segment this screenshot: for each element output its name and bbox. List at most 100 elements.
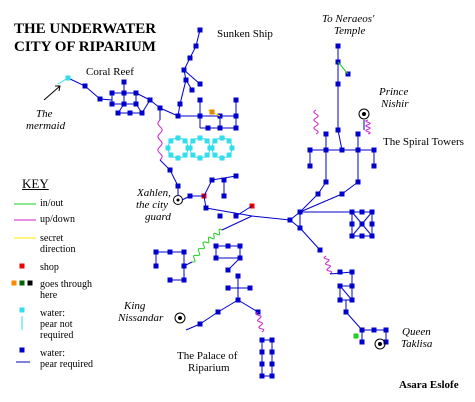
room-node bbox=[121, 79, 127, 85]
legend-updown-label: up/down bbox=[40, 214, 75, 225]
label-queen-2: Taklisa bbox=[401, 338, 433, 350]
path-link bbox=[299, 227, 321, 251]
room-node bbox=[323, 131, 329, 137]
path-link bbox=[179, 79, 187, 105]
room-node bbox=[189, 87, 195, 93]
legend-through-label-1: goes through bbox=[40, 279, 92, 290]
path-link bbox=[299, 193, 343, 213]
path-link bbox=[235, 205, 253, 217]
king-marker-ring bbox=[174, 312, 186, 324]
mermaid-arrow-head bbox=[55, 85, 61, 92]
room-node bbox=[139, 110, 145, 116]
room-node bbox=[339, 147, 345, 153]
legend-through-label-2: here bbox=[40, 290, 58, 301]
updown-link bbox=[313, 109, 319, 135]
map-title-line1: THE UNDERWATER bbox=[14, 21, 157, 37]
legend-water-free-label-1: water: bbox=[40, 308, 65, 319]
room-node bbox=[193, 43, 199, 49]
legend-secret-label-2: direction bbox=[40, 244, 76, 255]
prince-marker-ring bbox=[358, 108, 370, 120]
path-link bbox=[227, 257, 241, 271]
room-node bbox=[269, 337, 275, 343]
room-node bbox=[233, 113, 239, 119]
inout-link bbox=[191, 241, 207, 263]
inout-link bbox=[205, 228, 223, 244]
room-node bbox=[181, 249, 187, 255]
inout-link bbox=[337, 61, 349, 75]
updown-link bbox=[323, 255, 333, 275]
path-link bbox=[183, 69, 201, 85]
label-prince-2: Nishir bbox=[381, 98, 409, 110]
path-link bbox=[195, 29, 201, 47]
room-node bbox=[259, 337, 265, 343]
path-link bbox=[211, 175, 237, 181]
room-node bbox=[233, 125, 239, 131]
legend-shop-label: shop bbox=[40, 262, 59, 273]
path-link bbox=[67, 77, 113, 101]
label-palace-2: Riparium bbox=[188, 362, 230, 374]
room-node bbox=[217, 213, 223, 219]
path-link bbox=[289, 219, 301, 229]
updown-link bbox=[157, 119, 163, 161]
path-link bbox=[329, 271, 353, 275]
path-link bbox=[251, 215, 291, 221]
room-node bbox=[115, 110, 121, 116]
label-kahlen-3: guard bbox=[145, 211, 171, 223]
room-node bbox=[323, 147, 329, 153]
through-node bbox=[209, 109, 215, 115]
room-node bbox=[127, 110, 133, 116]
room-node bbox=[197, 97, 203, 103]
label-king-2: Nissandar bbox=[118, 312, 164, 324]
king-marker-dot bbox=[178, 316, 182, 320]
path-link bbox=[237, 299, 259, 313]
path-link bbox=[351, 211, 373, 237]
room-node bbox=[307, 147, 313, 153]
label-mermaid-2: mermaid bbox=[26, 120, 66, 132]
legend-through-swatch-black bbox=[27, 280, 33, 286]
room-node bbox=[259, 349, 265, 355]
label-temple-1: To Neraeos' bbox=[322, 13, 375, 25]
room-node bbox=[183, 77, 189, 83]
room-node bbox=[349, 297, 355, 303]
room-node bbox=[197, 27, 203, 33]
room-node bbox=[153, 249, 159, 255]
map-title-line2: CITY OF RIPARIUM bbox=[14, 39, 156, 55]
room-node bbox=[205, 125, 211, 131]
label-spiral-towers: The Spiral Towers bbox=[383, 136, 464, 148]
path-link bbox=[299, 193, 319, 213]
path-link bbox=[345, 311, 363, 331]
label-temple-2: Temple bbox=[334, 25, 366, 37]
room-node bbox=[181, 277, 187, 283]
legend-water-free-label-2: pear not bbox=[40, 319, 73, 330]
path-link bbox=[199, 311, 219, 325]
room-node bbox=[269, 361, 275, 367]
water-free-link bbox=[57, 77, 69, 85]
room-node bbox=[167, 277, 173, 283]
water-free-ring bbox=[167, 137, 189, 159]
room-node bbox=[133, 101, 139, 107]
room-node bbox=[181, 67, 187, 73]
path-link bbox=[159, 107, 179, 117]
path-link bbox=[185, 323, 201, 331]
room-node bbox=[167, 249, 173, 255]
label-kahlen-1: Xahlen, bbox=[137, 187, 171, 199]
room-node bbox=[121, 90, 127, 96]
room-node bbox=[259, 361, 265, 367]
path-link bbox=[341, 181, 359, 195]
inout-node bbox=[353, 333, 359, 339]
path-link bbox=[169, 169, 179, 187]
path-link bbox=[203, 179, 213, 197]
guard-marker-dot bbox=[176, 198, 180, 202]
legend-water-free-swatch bbox=[19, 307, 25, 313]
room-node bbox=[355, 131, 361, 137]
updown-link bbox=[365, 119, 371, 135]
room-node bbox=[259, 373, 265, 379]
queen-marker-ring bbox=[374, 338, 386, 350]
room-node bbox=[153, 263, 159, 269]
room-node bbox=[187, 55, 193, 61]
label-kahlen-2: the city bbox=[136, 199, 169, 211]
legend-title: KEY bbox=[22, 176, 49, 191]
room-node bbox=[133, 90, 139, 96]
legend-secret-label-1: secret bbox=[40, 233, 64, 244]
